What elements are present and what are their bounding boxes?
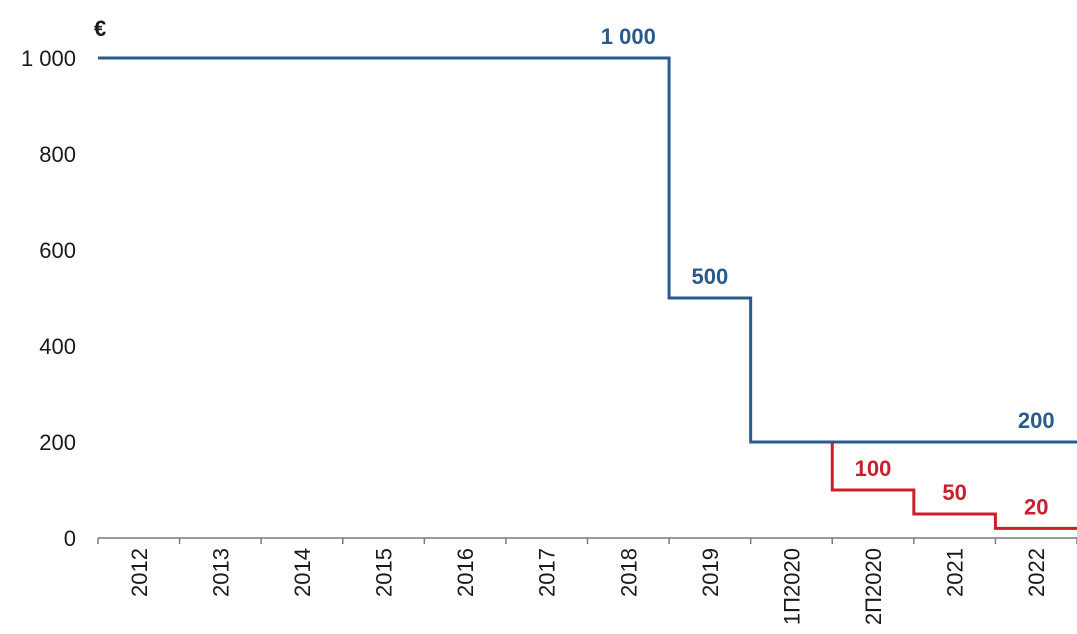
unit-label: €	[94, 16, 106, 41]
data-label: 50	[942, 480, 966, 505]
data-label: 200	[1018, 408, 1055, 433]
series-layer	[98, 56, 1077, 530]
x-tick-label: 2013	[208, 548, 233, 597]
x-tick-label: 2012	[127, 548, 152, 597]
x-tick-label: 2015	[372, 548, 397, 597]
series-line	[750, 440, 1077, 530]
x-tick-label: 2021	[943, 548, 968, 597]
y-tick-label: 600	[39, 238, 76, 263]
y-tick-label: 200	[39, 430, 76, 455]
y-axis: 0 200 400 600 800 1 000	[21, 46, 76, 551]
x-tick-label: 1Π2020	[779, 548, 804, 625]
x-tick-label: 2022	[1024, 548, 1049, 597]
data-label: 100	[855, 456, 892, 481]
data-labels: 1 000 500 200 100 50 20	[601, 24, 1055, 519]
y-tick-label: 1 000	[21, 46, 76, 71]
x-tick-label: 2019	[698, 548, 723, 597]
y-tick-label: 400	[39, 334, 76, 359]
x-axis: 2012 2013 2014 2015 2016 2017 2018 2019 1Π2020 2Π…	[97, 537, 1077, 625]
x-tick-label: 2014	[290, 548, 315, 597]
y-tick-label: 800	[39, 142, 76, 167]
data-label: 20	[1024, 494, 1048, 519]
series-line	[98, 56, 1077, 444]
x-tick-label: 2Π2020	[861, 548, 886, 625]
x-tick-label: 2018	[616, 548, 641, 597]
data-label: 1 000	[601, 24, 656, 49]
data-label: 500	[692, 264, 729, 289]
y-tick-label: 0	[64, 526, 76, 551]
x-tick-label: 2016	[453, 548, 478, 597]
x-tick-label: 2017	[535, 548, 560, 597]
